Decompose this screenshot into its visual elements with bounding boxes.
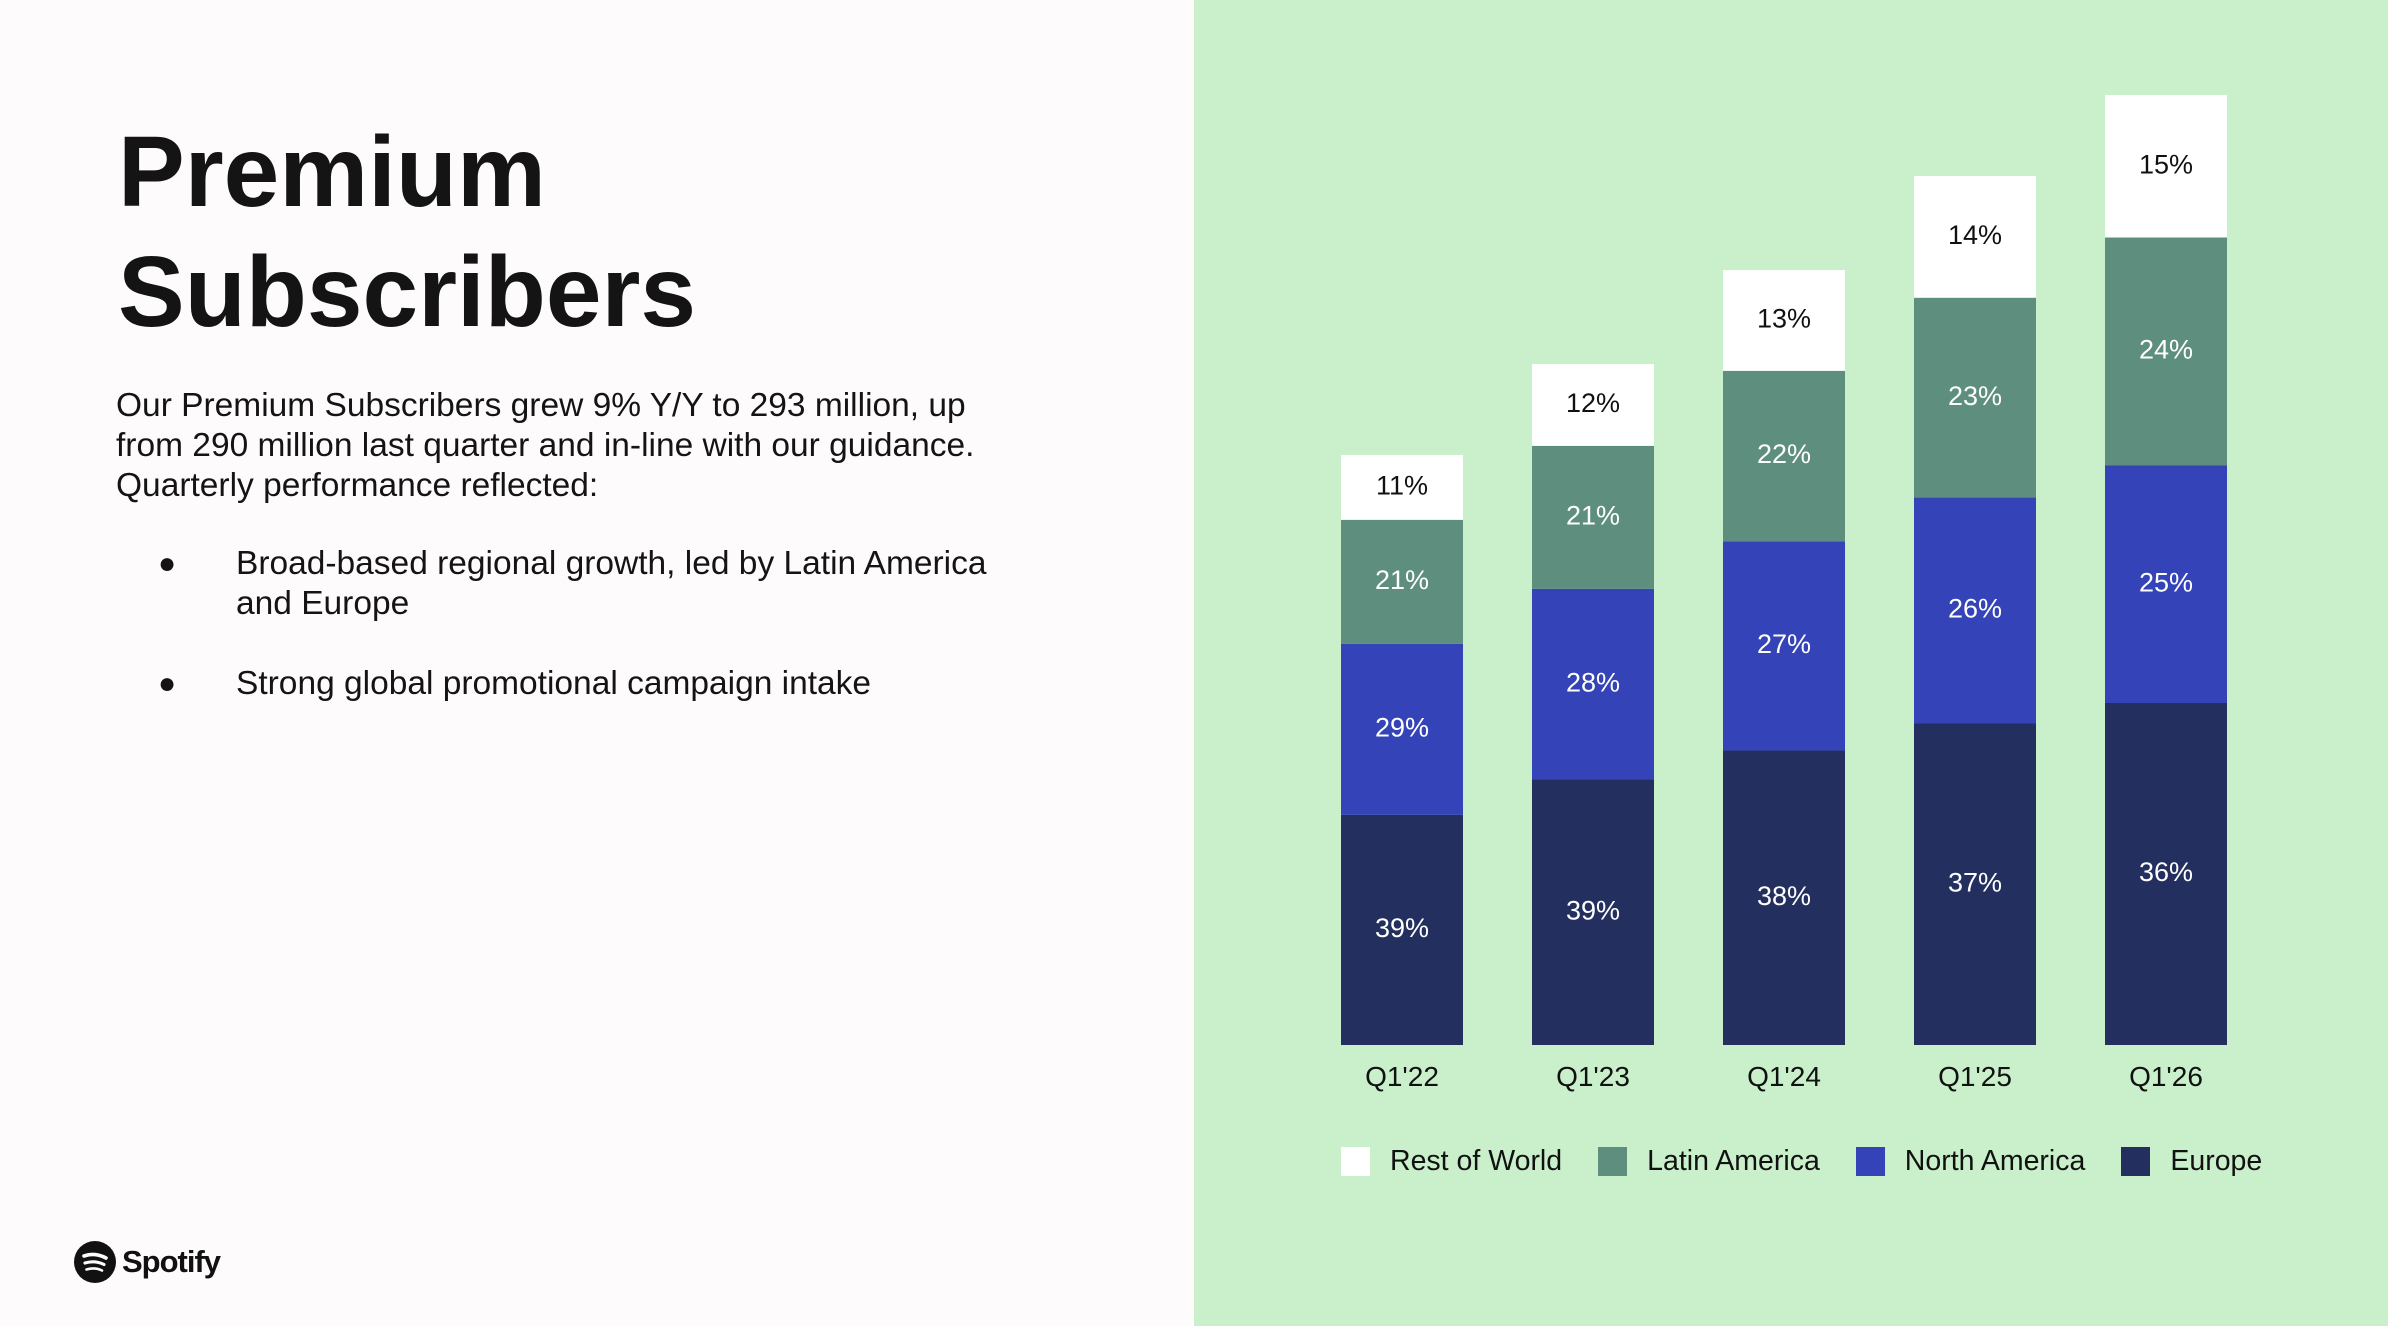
bullet-item: ● Strong global promotional campaign int… <box>150 664 990 704</box>
bullet-list: ● Broad-based regional growth, led by La… <box>150 544 990 744</box>
spotify-icon <box>74 1241 116 1283</box>
bullet-dot-icon: ● <box>158 667 177 700</box>
bar-segment-latin-america <box>1914 297 2036 498</box>
legend-swatch <box>1341 1147 1370 1176</box>
data-label: 13% <box>1757 304 1811 334</box>
data-label: 26% <box>1948 594 2002 624</box>
data-label: 39% <box>1375 913 1429 943</box>
data-label: 38% <box>1757 881 1811 911</box>
bar-segment-rest-of-world <box>1723 270 1845 371</box>
bar-segment-latin-america <box>1532 445 1654 589</box>
bar-segment-latin-america <box>2105 237 2227 466</box>
bullet-text: Strong global promotional campaign intak… <box>236 665 872 702</box>
bar-segment-rest-of-world <box>1532 364 1654 446</box>
data-label: 24% <box>2139 335 2193 365</box>
x-tick-label: Q1'26 <box>2129 1061 2203 1092</box>
bar-segment-europe <box>1341 814 1463 1045</box>
data-label: 15% <box>2139 149 2193 179</box>
title-line-2: Subscribers <box>118 236 697 348</box>
legend-item: Europe <box>2121 1145 2262 1178</box>
bar-segment-europe <box>1532 779 1654 1045</box>
bar-segment-north-america <box>1914 497 2036 724</box>
data-label: 25% <box>2139 567 2193 597</box>
legend-item: Latin America <box>1598 1145 1820 1178</box>
text-panel: Premium Subscribers Our Premium Subscrib… <box>74 112 990 1284</box>
legend-label: Rest of World <box>1390 1145 1563 1177</box>
data-label: 29% <box>1375 712 1429 742</box>
bullet-dot-icon: ● <box>158 547 177 580</box>
bar-segment-rest-of-world <box>1341 454 1463 520</box>
legend-swatch <box>1598 1147 1628 1176</box>
bullet-text: Broad-based regional growth, led by Lati… <box>236 545 987 622</box>
legend-label: North America <box>1904 1145 2086 1177</box>
data-label: 11% <box>1376 470 1428 500</box>
bar-segment-rest-of-world <box>2105 95 2227 238</box>
data-label: 28% <box>1566 667 1620 697</box>
data-label: 37% <box>1948 867 2002 897</box>
bar-segment-north-america <box>1723 541 1845 751</box>
data-label: 39% <box>1566 895 1620 925</box>
data-label: 12% <box>1566 388 1620 418</box>
spotify-logo: Spotify <box>74 1240 221 1284</box>
x-tick-label: Q1'24 <box>1747 1061 1821 1092</box>
legend-item: Rest of World <box>1341 1145 1562 1178</box>
data-label: 14% <box>1948 220 2002 250</box>
legend-item: North America <box>1855 1145 2086 1178</box>
title-line-1: Premium <box>118 116 546 228</box>
bar-segment-europe <box>1723 750 1845 1045</box>
data-label: 22% <box>1757 439 1811 469</box>
data-label: 23% <box>1948 381 2002 411</box>
x-tick-label: Q1'23 <box>1556 1061 1630 1092</box>
bar-segment-europe <box>2105 703 2227 1045</box>
legend-swatch <box>1855 1147 1885 1176</box>
bar-segment-north-america <box>1341 643 1463 815</box>
logo-wordmark: Spotify <box>122 1244 221 1279</box>
bar-segment-rest-of-world <box>1914 176 2036 298</box>
x-tick-label: Q1'22 <box>1365 1061 1439 1092</box>
data-label: 27% <box>1757 629 1811 659</box>
bar-segment-north-america <box>2105 465 2227 703</box>
x-tick-label: Q1'25 <box>1938 1061 2012 1092</box>
data-label: 36% <box>2139 857 2193 887</box>
data-label: 21% <box>1566 500 1620 530</box>
legend-swatch <box>2121 1147 2151 1176</box>
bar-segment-europe <box>1914 723 2036 1045</box>
data-label: 21% <box>1375 565 1429 595</box>
chart-legend: Rest of World Latin America North America E… <box>1341 1145 2298 1178</box>
page-title: Premium Subscribers <box>118 112 696 352</box>
bar-segment-latin-america <box>1341 519 1463 644</box>
legend-label: Latin America <box>1647 1145 1820 1177</box>
bar-segment-latin-america <box>1723 370 1845 542</box>
bar-segment-north-america <box>1532 588 1654 780</box>
legend-label: Europe <box>2170 1145 2263 1177</box>
bullet-item: ● Broad-based regional growth, led by La… <box>150 544 990 624</box>
intro-paragraph: Our Premium Subscribers grew 9% Y/Y to 2… <box>116 387 975 504</box>
